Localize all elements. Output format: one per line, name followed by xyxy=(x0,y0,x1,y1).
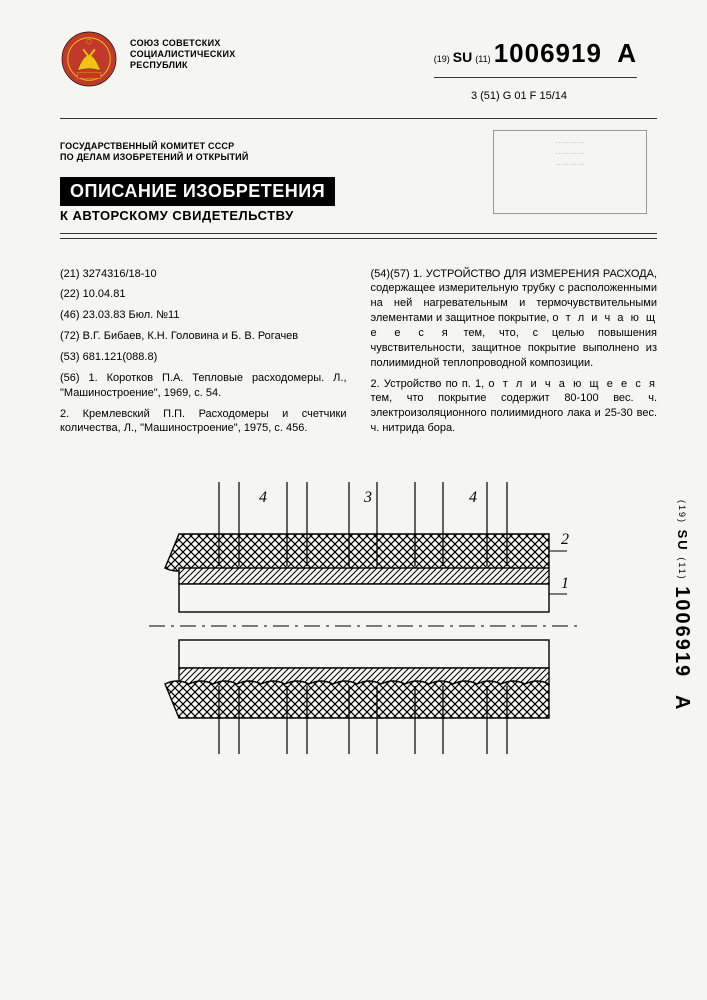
right-column: (54)(57) 1. УСТРОЙСТВО ДЛЯ ИЗМЕРЕНИЯ РАС… xyxy=(371,267,658,443)
union-line3: РЕСПУБЛИК xyxy=(130,60,236,71)
class-prefix: 3 (51) xyxy=(471,90,500,102)
title-main: ОПИСАНИЕ ИЗОБРЕТЕНИЯ xyxy=(60,177,335,206)
otlichayushcheesya-2: о т л и ч а ю щ е е с я xyxy=(488,378,657,390)
abstract-claim-1: (54)(57) 1. УСТРОЙСТВО ДЛЯ ИЗМЕРЕНИЯ РАС… xyxy=(371,267,658,371)
stamp-line: ··········· xyxy=(500,159,640,170)
field-72: (72) В.Г. Бибаев, К.Н. Головина и Б. В. … xyxy=(60,329,347,344)
svg-text:1: 1 xyxy=(561,575,569,592)
side-prefix: (19) xyxy=(677,500,687,524)
field-46: (46) 23.03.83 Бюл. №11 xyxy=(60,308,347,323)
field-21: (21) 3274316/18-10 xyxy=(60,267,347,282)
stamp-line: ··········· xyxy=(500,137,640,148)
patent-number: (19) SU (11) 1006919 A xyxy=(434,38,637,82)
abstract-title: (54)(57) 1. УСТРОЙСТВО ДЛЯ ИЗМЕРЕНИЯ РАС… xyxy=(371,268,658,280)
side-su: SU xyxy=(675,530,690,552)
side-patent-code: (19) SU (11) 1006919 A xyxy=(670,500,693,711)
union-text: СОЮЗ СОВЕТСКИХ СОЦИАЛИСТИЧЕСКИХ РЕСПУБЛИ… xyxy=(130,38,236,70)
patent-page: СОЮЗ СОВЕТСКИХ СОЦИАЛИСТИЧЕСКИХ РЕСПУБЛИ… xyxy=(0,0,707,1000)
patent-number-value: 1006919 xyxy=(494,38,602,68)
union-line1: СОЮЗ СОВЕТСКИХ xyxy=(130,38,236,49)
side-number: 1006919 xyxy=(671,586,693,678)
class-code-value: G 01 F 15/14 xyxy=(503,90,567,102)
claim2-b: тем, что покрытие содержит 80-100 вес. ч… xyxy=(371,392,658,434)
patent-suffix: A xyxy=(617,38,637,68)
side-suffix: A xyxy=(671,695,693,711)
svg-text:4: 4 xyxy=(469,489,477,506)
reference-2: 2. Кремлевский П.П. Расходомеры и счетчи… xyxy=(60,407,347,437)
field-53: (53) 681.121(088.8) xyxy=(60,350,347,365)
union-line2: СОЦИАЛИСТИЧЕСКИХ xyxy=(130,49,236,60)
ussr-emblem-icon xyxy=(60,30,118,88)
body-columns: (21) 3274316/18-10 (22) 10.04.81 (46) 23… xyxy=(60,267,657,443)
patent-figure: 4 3 4 2 1 xyxy=(60,472,657,767)
left-column: (21) 3274316/18-10 (22) 10.04.81 (46) 23… xyxy=(60,267,347,443)
field-22: (22) 10.04.81 xyxy=(60,287,347,302)
patent-su: SU xyxy=(453,49,472,65)
prefix-11: (11) xyxy=(475,54,490,64)
side-mid: (11) xyxy=(677,557,687,580)
figure-svg: 4 3 4 2 1 xyxy=(119,472,599,762)
stamp-line: ··········· xyxy=(500,148,640,159)
svg-text:3: 3 xyxy=(363,489,372,506)
stamp-box: ··········· ··········· ··········· xyxy=(493,130,647,214)
classification-code: 3 (51) G 01 F 15/14 xyxy=(471,90,567,102)
field-56: (56) 1. Коротков П.А. Тепловые расходоме… xyxy=(60,371,347,401)
svg-text:4: 4 xyxy=(259,489,267,506)
svg-text:2: 2 xyxy=(561,531,569,548)
claim2-a: 2. Устройство по п. 1, xyxy=(371,378,489,390)
prefix-19: (19) xyxy=(434,54,450,64)
claim-2: 2. Устройство по п. 1, о т л и ч а ю щ е… xyxy=(371,377,658,436)
